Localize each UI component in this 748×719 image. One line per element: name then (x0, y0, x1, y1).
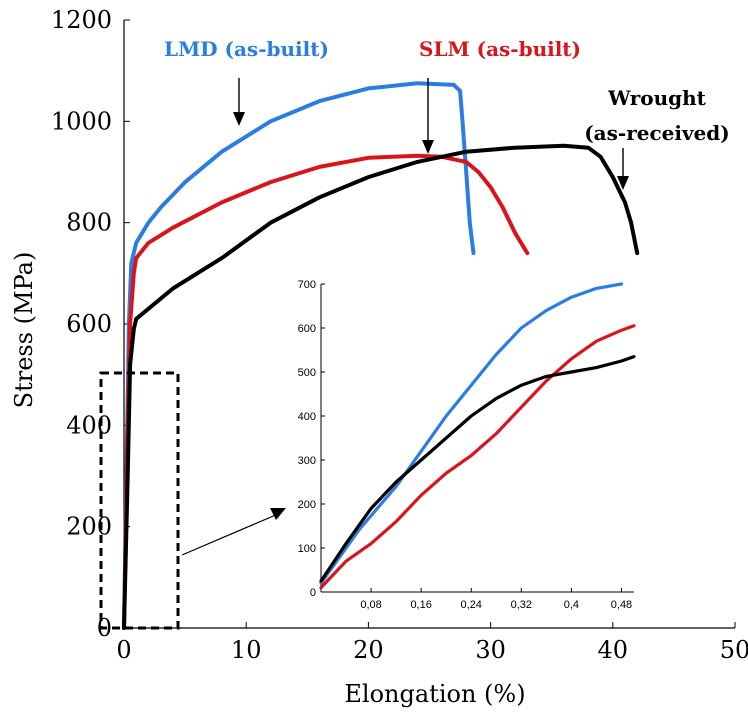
x-axis-label: Elongation (%) (344, 680, 525, 708)
inset-x-tick-label: 0,08 (360, 599, 381, 611)
series-line-slm (122, 153, 530, 630)
inset-series (319, 282, 636, 590)
x-tick-label: 40 (598, 636, 629, 664)
inset-x-tick-label: 0,48 (611, 599, 632, 611)
y-tick-label: 600 (66, 310, 112, 338)
inset-y-tick-label: 200 (298, 499, 316, 511)
arrowhead-slm (422, 140, 434, 154)
inset-y-tick-label: 700 (298, 279, 316, 291)
y-axis-label: Stress (MPa) (10, 252, 38, 409)
zoom-pointer-line (181, 513, 279, 556)
y-tick-label: 1200 (51, 6, 112, 34)
inset-y-tick-label: 300 (298, 455, 316, 467)
annotation-lmd: LMD (as-built) (164, 37, 329, 61)
x-tick-label: 30 (475, 636, 506, 664)
inset-y-tick-label: 100 (298, 543, 316, 555)
main-series (122, 81, 640, 630)
inset-series-line-slm (319, 324, 636, 590)
inset-y-tick-label: 500 (298, 367, 316, 379)
annotation-arrows (233, 78, 629, 190)
arrowhead-wrought (617, 176, 629, 190)
annotation-slm: SLM (as-built) (419, 37, 581, 61)
inset-tick-labels: 0,08 0,16 0,24 0,32 0,4 0,48 0 100 200 300 400 500 6… (298, 279, 633, 611)
inset-x-tick-label: 0,4 (564, 599, 579, 611)
x-tick-label: 10 (231, 636, 262, 664)
arrowhead-lmd (233, 112, 245, 126)
annotation-wrought: Wrought (607, 86, 707, 110)
series-line-wrought (122, 143, 640, 630)
inset-x-tick-label: 0,32 (511, 599, 532, 611)
y-tick-label: 800 (66, 209, 112, 237)
inset-x-tick-label: 0,24 (461, 599, 482, 611)
y-tick-label: 1000 (51, 107, 112, 135)
inset-series-line-wrought (319, 355, 636, 583)
zoom-pointer-arrowhead (270, 508, 286, 520)
series-line-lmd (122, 81, 476, 630)
inset-series-line-lmd (319, 282, 624, 585)
inset-y-tick-label: 600 (298, 323, 316, 335)
x-tick-label: 20 (353, 636, 384, 664)
zoom-region-box (99, 371, 180, 630)
x-tick-label: 0 (116, 636, 131, 664)
y-tick-label: 200 (66, 513, 112, 541)
y-tick-label: 400 (66, 411, 112, 439)
x-tick-label: 50 (720, 636, 748, 664)
inset-x-tick-label: 0,16 (410, 599, 431, 611)
inset-y-tick-label: 400 (298, 411, 316, 423)
inset-y-tick-label: 0 (310, 587, 316, 599)
annotation-as-received: (as-received) (584, 121, 730, 145)
